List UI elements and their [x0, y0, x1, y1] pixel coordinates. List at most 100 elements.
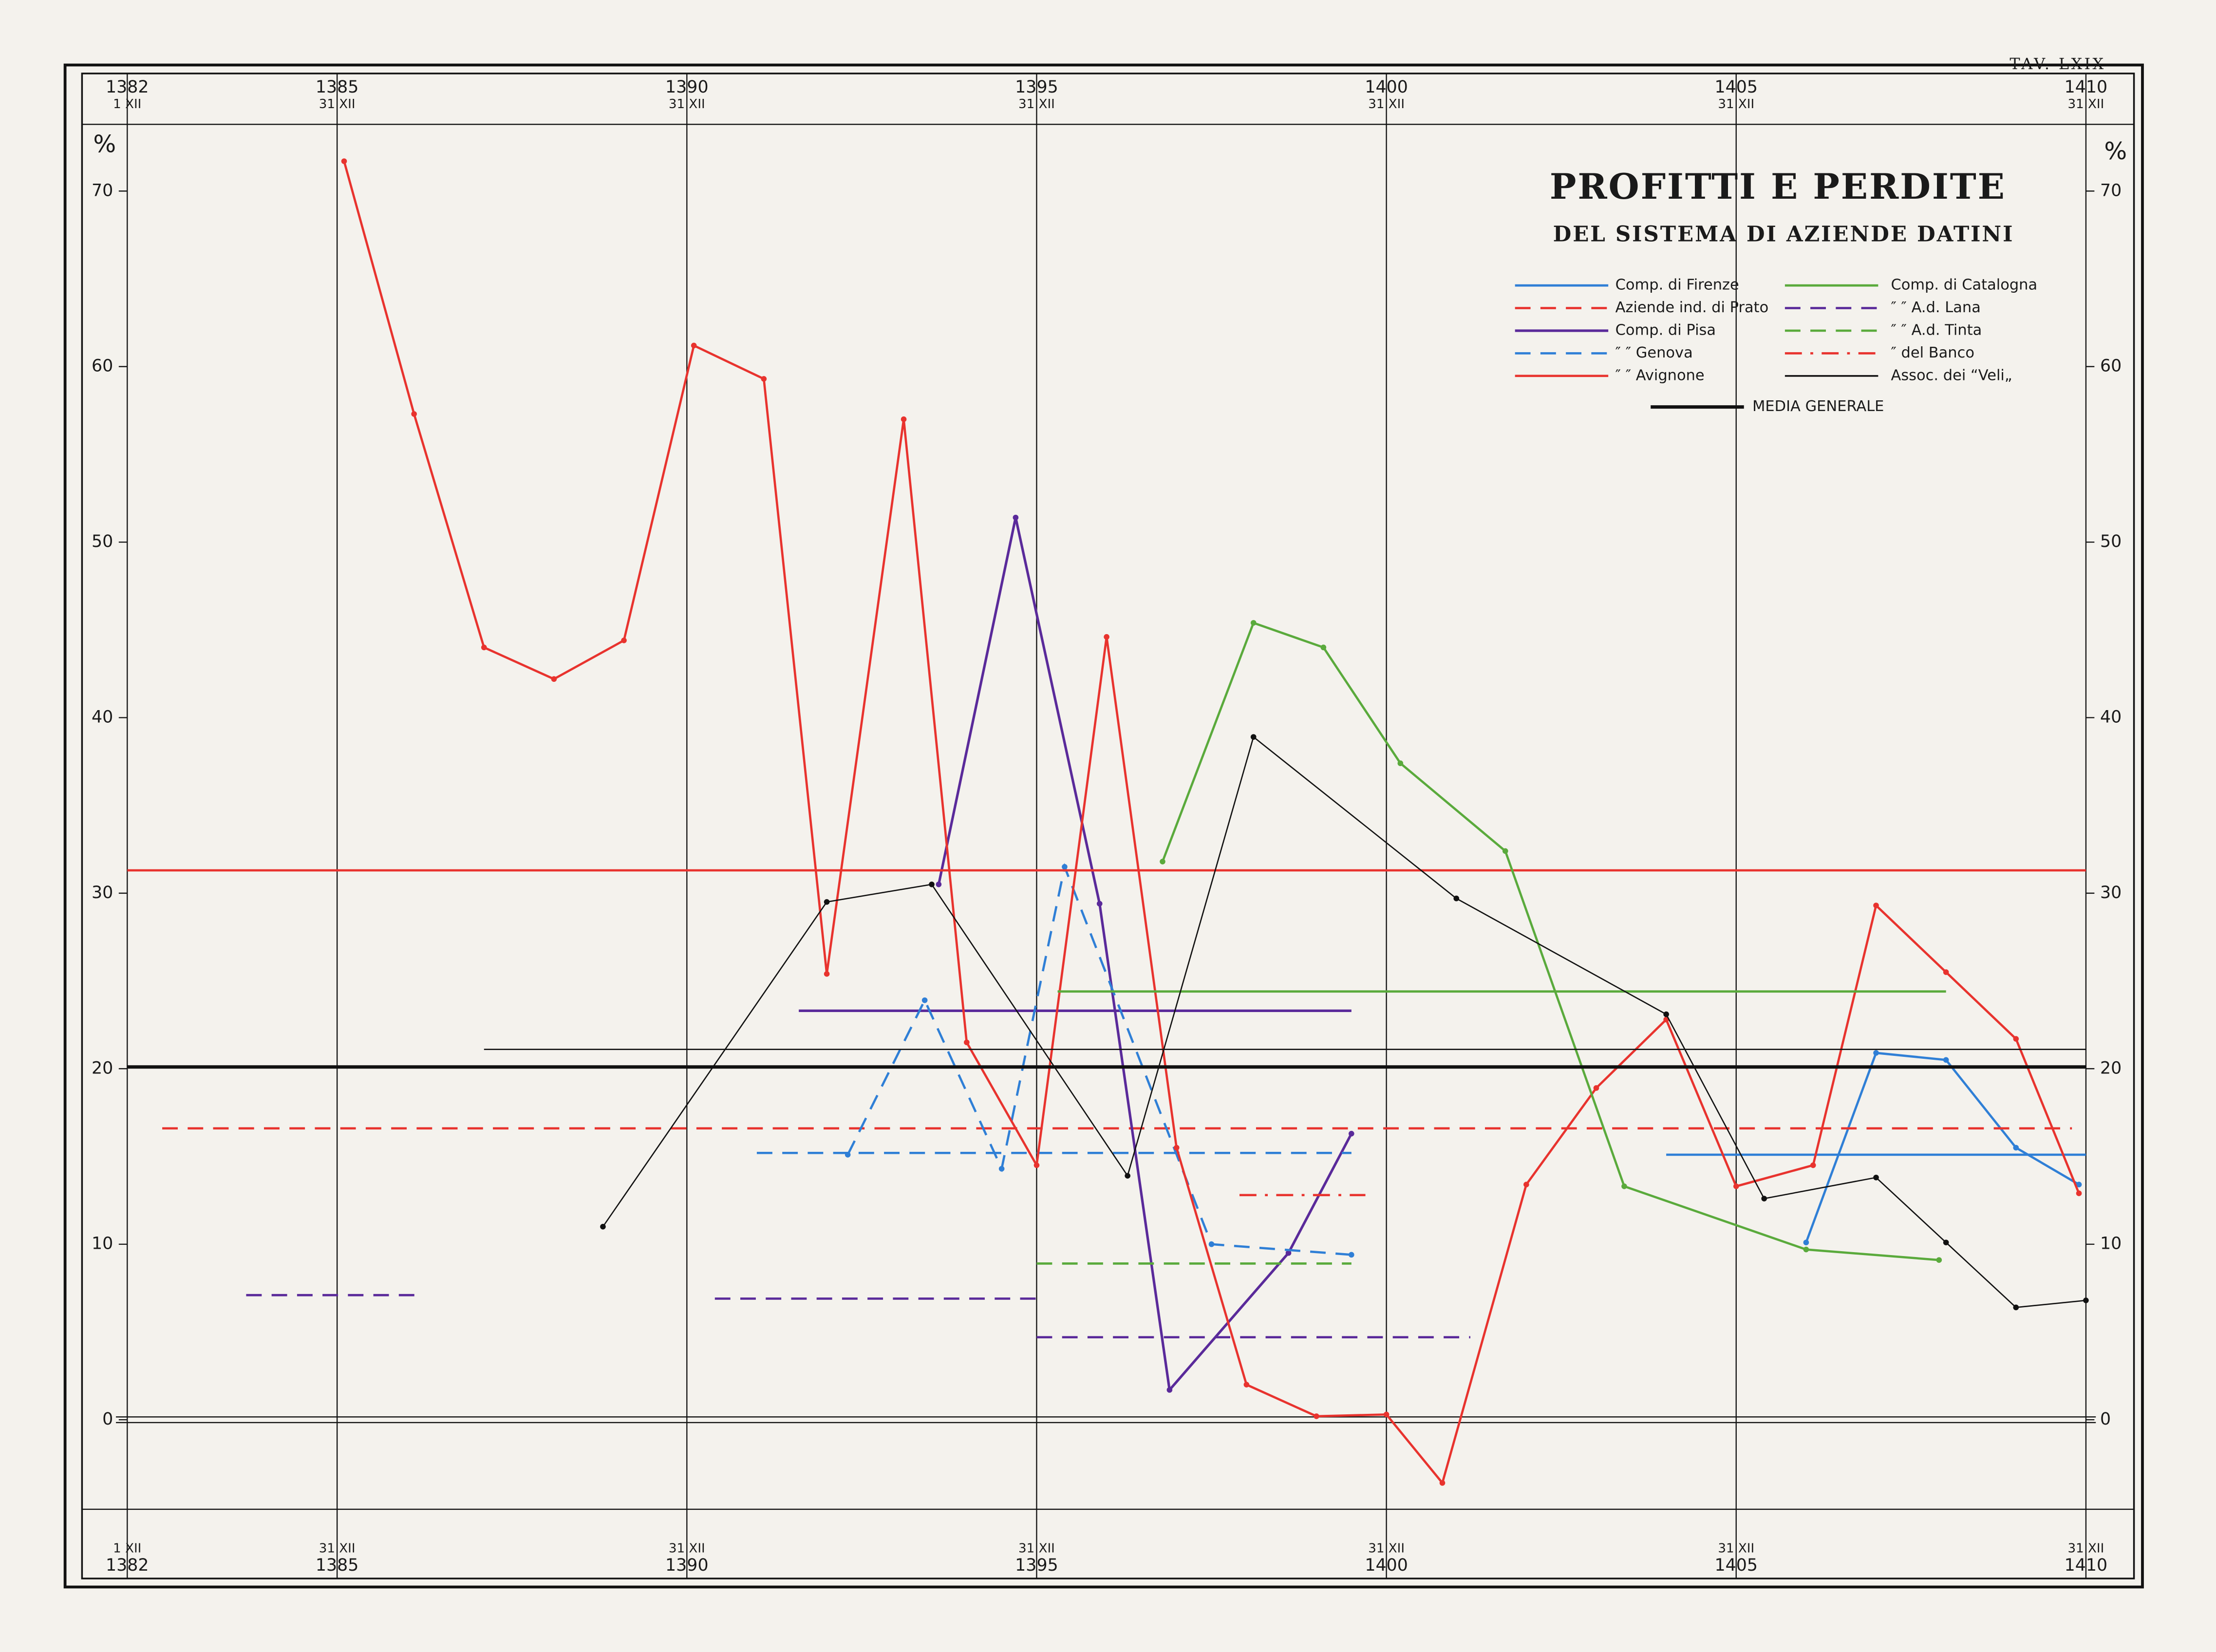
outer-frame — [63, 63, 2144, 1589]
x-tick-label-top: 1395 — [1015, 77, 1058, 97]
point — [1383, 1411, 1390, 1418]
point — [1810, 1162, 1816, 1168]
point — [411, 411, 417, 417]
x-tick-label-top: 1405 — [1714, 77, 1758, 97]
y-tick-label-right: 0 — [2100, 1409, 2111, 1429]
series-line — [343, 161, 2080, 1485]
series-line — [846, 863, 1352, 1256]
point — [1285, 1250, 1292, 1256]
legend-label: Assoc. dei “Veli„ — [1891, 367, 2012, 384]
y-tick-label: 0 — [102, 1409, 113, 1429]
x-tick-label-bottom: 1400 — [1365, 1556, 1408, 1575]
point — [1943, 969, 1949, 975]
point — [1250, 620, 1257, 626]
point — [1033, 1162, 1040, 1168]
point — [921, 997, 928, 1003]
point — [1349, 1130, 1354, 1137]
point — [1663, 1011, 1669, 1017]
point — [1593, 1085, 1599, 1091]
point — [1621, 1183, 1627, 1189]
point — [1453, 895, 1460, 901]
y-tick-label: 60 — [92, 357, 113, 376]
point — [1062, 864, 1068, 870]
point — [1733, 1183, 1739, 1189]
x-tick-sublabel-top: 31 XII — [669, 97, 705, 112]
point — [1125, 1173, 1130, 1179]
legend-label: ″ ″ Genova — [1615, 344, 1693, 361]
point — [1208, 1241, 1215, 1247]
point — [998, 1165, 1005, 1172]
point — [964, 1039, 970, 1046]
point — [1803, 1239, 1809, 1245]
point — [1173, 1145, 1180, 1151]
point — [824, 971, 830, 977]
point — [1243, 1382, 1250, 1388]
point — [1873, 1174, 1879, 1181]
x-tick-sublabel-bottom: 31 XII — [2068, 1541, 2104, 1556]
point — [1873, 1050, 1879, 1056]
point — [1439, 1480, 1446, 1486]
series-line — [602, 735, 2086, 1308]
x-tick-label-top: 1400 — [1365, 77, 1408, 97]
legend-label: Comp. di Pisa — [1615, 321, 1716, 338]
x-tick-label-top: 1390 — [665, 77, 709, 97]
x-tick-sublabel-top: 31 XII — [2068, 97, 2104, 112]
point — [1873, 902, 1879, 908]
y-tick-label: 70 — [92, 181, 113, 200]
y-tick-label: 30 — [92, 883, 113, 902]
point — [1761, 1196, 1767, 1201]
y-tick-label: 40 — [92, 708, 113, 727]
x-tick-sublabel-top: 31 XII — [319, 97, 356, 112]
chart-title: PROFITTI E PERDITE — [1550, 166, 2006, 207]
legend-label: Aziende ind. di Prato — [1615, 299, 1769, 316]
point — [2076, 1190, 2082, 1197]
x-tick-sublabel-bottom: 31 XII — [669, 1541, 705, 1556]
y-tick-label-right: 50 — [2100, 532, 2122, 551]
y-tick-label: 10 — [92, 1234, 113, 1254]
chart-subtitle: DEL SISTEMA DI AZIENDE DATINI — [1553, 222, 2014, 247]
y-tick-label: 20 — [92, 1058, 113, 1078]
point — [600, 1223, 606, 1230]
legend-label: Comp. di Catalogna — [1891, 277, 2038, 294]
legend-label: ″ ″ A.d. Tinta — [1891, 321, 1982, 338]
point — [2013, 1145, 2019, 1151]
y-tick-label-right: 10 — [2100, 1234, 2122, 1254]
point — [341, 158, 347, 164]
point — [2076, 1182, 2082, 1187]
point — [1013, 514, 1019, 521]
y-tick-label-right: 60 — [2100, 357, 2122, 376]
point — [824, 899, 830, 905]
point — [1502, 848, 1508, 854]
series-line — [937, 517, 1353, 1393]
point — [1936, 1257, 1942, 1263]
point — [901, 416, 907, 422]
x-tick-sublabel-top: 31 XII — [1018, 97, 1055, 112]
x-tick-label-bottom: 1395 — [1015, 1556, 1058, 1575]
point — [1943, 1057, 1949, 1063]
point — [2083, 1297, 2089, 1303]
point — [621, 638, 627, 643]
y-tick-label-right: 20 — [2100, 1058, 2122, 1078]
x-tick-sublabel-bottom: 31 XII — [1018, 1541, 1055, 1556]
x-tick-label-bottom: 1390 — [665, 1556, 709, 1575]
x-tick-label-bottom: 1405 — [1714, 1556, 1758, 1575]
point — [1349, 1252, 1354, 1258]
y-tick-label-right: 40 — [2100, 708, 2122, 727]
point — [1397, 760, 1404, 767]
point — [1314, 1413, 1319, 1419]
y-tick-label: 50 — [92, 532, 113, 551]
legend-label: ″ del Banco — [1891, 344, 1975, 361]
point — [761, 376, 767, 382]
x-tick-label-bottom: 1385 — [316, 1556, 359, 1575]
point — [691, 342, 697, 349]
point — [1096, 901, 1103, 907]
point — [551, 676, 557, 682]
x-tick-label-bottom: 1382 — [106, 1556, 149, 1575]
point — [1320, 644, 1327, 651]
point — [1523, 1182, 1529, 1187]
point — [936, 882, 942, 887]
inner-frame — [81, 73, 2135, 1579]
